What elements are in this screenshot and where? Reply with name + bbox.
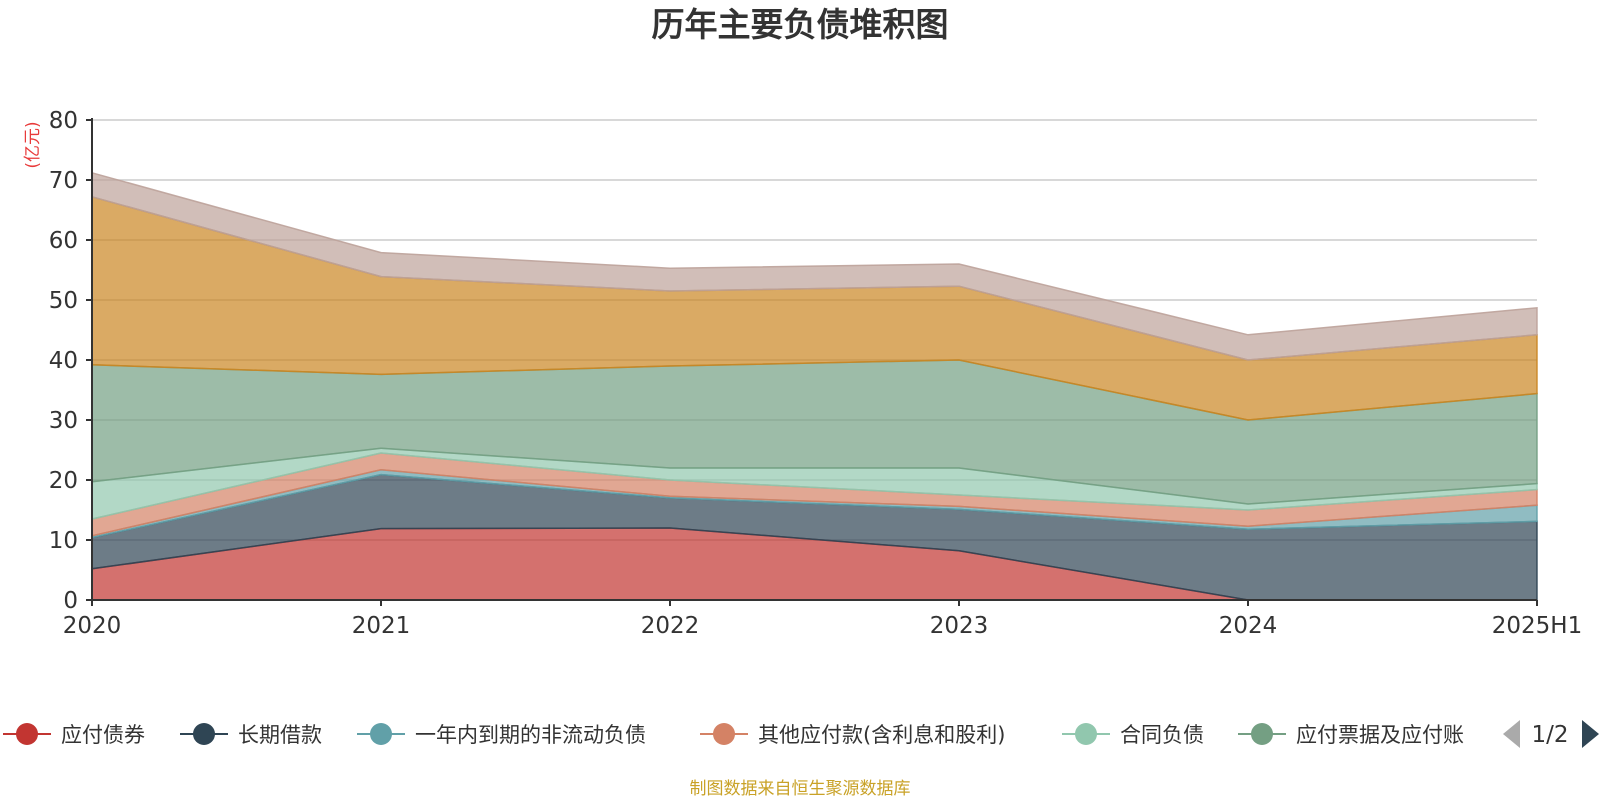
legend-label: 一年内到期的非流动负债 — [415, 723, 646, 747]
legend-next-icon[interactable] — [1582, 720, 1599, 748]
y-unit-label: (亿元) — [23, 121, 43, 168]
legend-item-2[interactable]: 长期借款 — [180, 723, 322, 747]
legend-marker-icon — [16, 723, 38, 745]
x-tick-label: 2025H1 — [1492, 613, 1582, 639]
legend-item-1[interactable]: 应付债券 — [3, 723, 145, 747]
y-tick-label: 60 — [49, 228, 78, 254]
legend-label: 合同负债 — [1120, 723, 1204, 747]
y-tick-label: 30 — [49, 408, 78, 434]
legend-item-6[interactable]: 应付票据及应付账 — [1238, 723, 1464, 747]
x-tick-label: 2021 — [352, 613, 411, 639]
chart-title: 历年主要负债堆积图 — [652, 5, 949, 44]
legend-prev-icon[interactable] — [1503, 720, 1520, 748]
legend-marker-icon — [1251, 723, 1273, 745]
x-tick-label: 2022 — [641, 613, 700, 639]
legend-label: 应付债券 — [61, 723, 145, 747]
data-source-note: 制图数据来自恒生聚源数据库 — [690, 779, 911, 799]
y-tick-label: 0 — [63, 588, 78, 614]
y-tick-label: 50 — [49, 288, 78, 314]
x-tick-label: 2024 — [1219, 613, 1278, 639]
legend-label: 长期借款 — [238, 723, 322, 747]
x-tick-label: 2020 — [63, 613, 122, 639]
y-tick-label: 10 — [49, 528, 78, 554]
legend-label: 其他应付款(含利息和股利) — [758, 723, 1005, 747]
legend: 应付债券 长期借款 一年内到期的非流动负债 其他应付款(含利息和股利) 合同负债 应付票据… — [3, 723, 1464, 747]
legend-marker-icon — [713, 723, 735, 745]
legend-marker-icon — [193, 723, 215, 745]
area-series-8 — [91, 171, 1538, 361]
legend-item-3[interactable]: 一年内到期的非流动负债 — [357, 723, 646, 747]
axes: 0 10 20 30 40 50 60 70 80 2020 2021 2022 2023 2024 202… — [49, 108, 1583, 639]
y-tick-label: 40 — [49, 348, 78, 374]
y-tick-label: 20 — [49, 468, 78, 494]
legend-pager: 1/2 — [1503, 720, 1599, 748]
legend-page-indicator: 1/2 — [1531, 722, 1568, 748]
x-tick-label: 2023 — [930, 613, 989, 639]
area-series — [91, 171, 1538, 601]
legend-label: 应付票据及应付账 — [1296, 723, 1464, 747]
legend-item-4[interactable]: 其他应付款(含利息和股利) — [700, 723, 1005, 747]
legend-marker-icon — [1075, 723, 1097, 745]
y-tick-label: 70 — [49, 168, 78, 194]
y-tick-label: 80 — [49, 108, 78, 134]
legend-marker-icon — [370, 723, 392, 745]
legend-item-5[interactable]: 合同负债 — [1062, 723, 1204, 747]
